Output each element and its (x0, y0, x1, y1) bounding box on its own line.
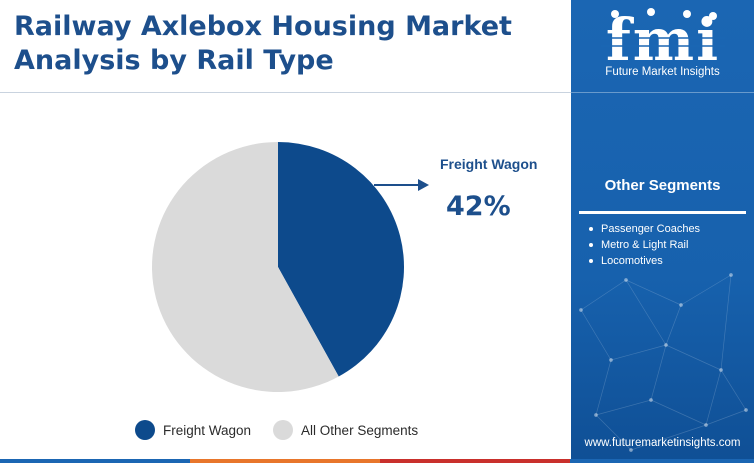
network-background-graphic (579, 273, 748, 452)
callout-value: 42% (446, 191, 511, 222)
callout-arrow-icon (374, 179, 429, 191)
legend-item-all-other-segments: All Other Segments (273, 420, 418, 440)
legend-swatch (135, 420, 155, 440)
sidebar-panel: fmi Future Market Insights Other Segment… (571, 0, 754, 463)
list-item: Locomotives (588, 253, 700, 269)
legend-swatch (273, 420, 294, 440)
bottom-bar-segment (0, 459, 190, 463)
sidebar-divider (571, 92, 754, 93)
bottom-bar-segment (570, 459, 754, 463)
pie-chart (152, 142, 405, 392)
fmi-logo: fmi (601, 6, 725, 74)
title-line-2: Analysis by Rail Type (14, 45, 334, 76)
list-item: Passenger Coaches (588, 221, 700, 237)
legend-label: All Other Segments (301, 422, 419, 438)
chart-legend: Freight Wagon All Other Segments (135, 420, 440, 440)
bottom-bar-segment (190, 459, 380, 463)
other-segments-heading: Other Segments (604, 177, 721, 194)
other-segments-underline (579, 211, 746, 214)
legend-label: Freight Wagon (163, 422, 252, 438)
pie-slice-freight-wagon (278, 142, 405, 377)
brand-name: Future Market Insights (605, 66, 720, 78)
pie-slice-all-other-segments (152, 142, 339, 392)
page-title: Railway Axlebox Housing Market Analysis … (14, 10, 564, 78)
bottom-bar-segment (380, 459, 570, 463)
other-segments-list: Passenger Coaches Metro & Light Rail Loc… (588, 221, 700, 269)
svg-text:fmi: fmi (606, 6, 720, 74)
callout-label: Freight Wagon (440, 156, 538, 172)
title-line-1: Railway Axlebox Housing Market (14, 11, 512, 42)
bottom-accent-bar (0, 459, 754, 463)
website-link[interactable]: www.futuremarketinsights.com (584, 437, 741, 449)
list-item: Metro & Light Rail (588, 237, 700, 253)
title-divider (0, 92, 571, 93)
legend-item-freight-wagon: Freight Wagon (135, 420, 251, 440)
